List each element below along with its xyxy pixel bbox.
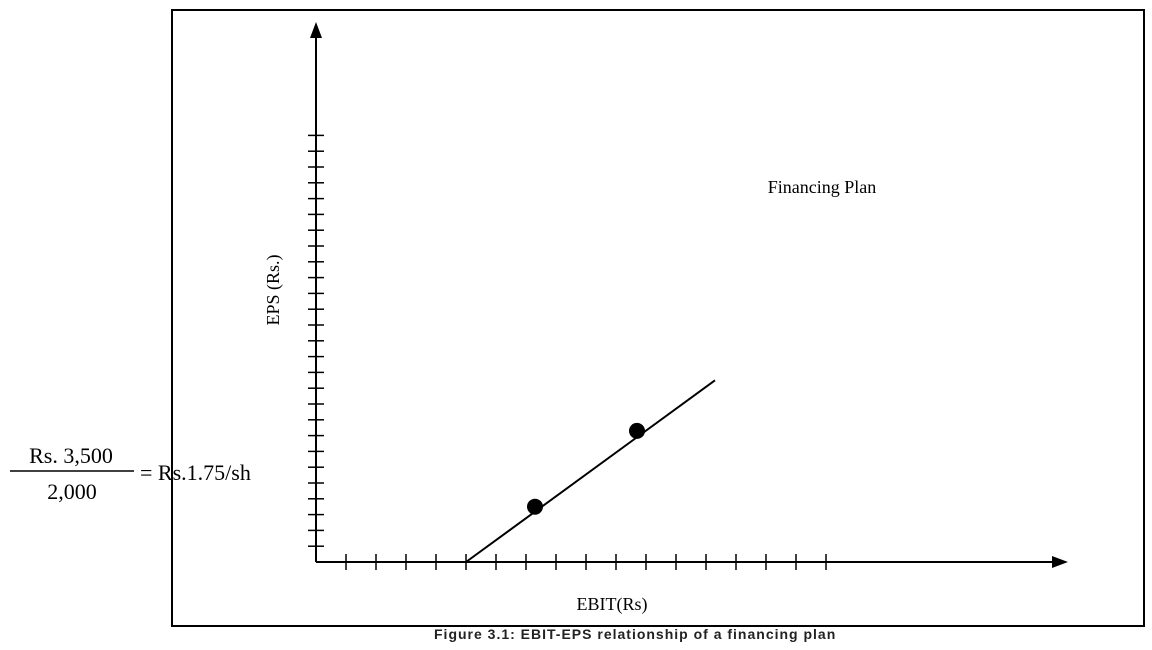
annotation-denominator: 2,000 [47,479,97,504]
chart-border [171,9,1145,627]
series-layer [465,379,716,563]
x-axis-arrow [1052,556,1068,568]
eps-calculation-annotation: Rs. 3,500 2,000 = Rs.1.75/sh [10,443,251,504]
y-axis-ticks [308,134,324,547]
y-axis-label: EPS (Rs.) [263,254,284,325]
data-point [629,422,645,439]
x-axis-label: EBIT(Rs) [577,594,648,615]
financing-plan-line [465,379,716,563]
annotation-numerator: Rs. 3,500 [29,443,113,468]
data-point [527,498,543,515]
y-axis-arrow [310,22,322,38]
series-label: Financing Plan [768,177,877,197]
annotation-result: = Rs.1.75/sh [140,460,251,485]
figure-caption: Figure 3.1: EBIT-EPS relationship of a f… [434,626,837,642]
x-axis-ticks [345,554,827,570]
